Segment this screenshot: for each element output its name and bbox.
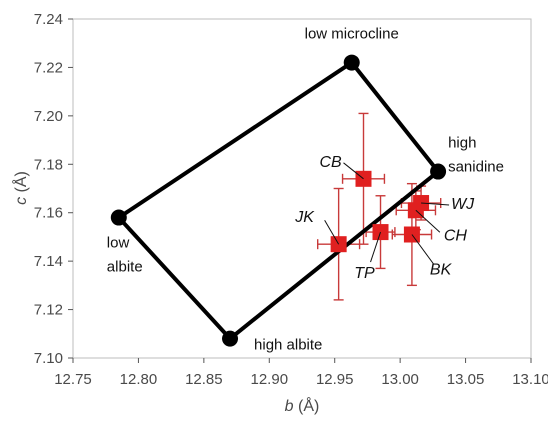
leader-line-CB	[343, 162, 364, 180]
x-tick-label-4: 12.95	[316, 371, 354, 388]
x-tick-label-2: 12.85	[185, 371, 223, 388]
endmember-label-0: low microcline	[305, 26, 399, 43]
endmember-label-3: low albite	[107, 235, 143, 276]
leader-line-JK	[324, 219, 340, 245]
sample-label-CB: CB	[320, 154, 343, 171]
y-tick-label-7: 7.24	[34, 11, 63, 28]
y-tick-label-5: 7.20	[34, 108, 63, 125]
x-tick-label-7: 13.10	[512, 371, 548, 388]
leader-line-TP	[370, 231, 381, 263]
endmember-dot-2	[222, 330, 239, 347]
endmember-label-line: sanidine	[448, 159, 504, 176]
endmember-dot-1	[430, 163, 447, 180]
x-tick-label-6: 13.05	[447, 371, 485, 388]
x-axis-label: b (Å)	[285, 396, 320, 415]
y-tick-label-2: 7.14	[34, 253, 63, 270]
leader-line-BK	[411, 234, 435, 265]
y-axis-label: c (Å)	[11, 171, 30, 205]
endmember-dot-3	[110, 209, 127, 226]
sample-label-WJ: WJ	[451, 196, 475, 213]
leader-line-CH	[415, 209, 441, 233]
endmember-dot-0	[343, 54, 360, 71]
endmember-label-line: low microcline	[305, 26, 399, 43]
endmember-label-line: low	[107, 235, 130, 252]
x-axis-unit: (Å)	[294, 396, 320, 415]
x-tick-label-3: 12.90	[251, 371, 289, 388]
endmember-label-line: albite	[107, 259, 143, 276]
axis-ticks: 12.75 12.80 12.85 12.90 12.95 13.00 13.05 13.10…	[34, 11, 548, 388]
y-tick-label-3: 7.16	[34, 205, 63, 222]
y-tick-label-6: 7.22	[34, 59, 63, 76]
x-tick-label-5: 13.00	[381, 371, 419, 388]
y-tick-label-0: 7.10	[34, 350, 63, 367]
x-tick-label-1: 12.80	[120, 371, 158, 388]
endmember-label-2: high albite	[254, 337, 322, 354]
plot-frame	[72, 18, 532, 359]
x-tick-label-0: 12.75	[54, 371, 92, 388]
feldspar-quadrilateral	[110, 54, 447, 347]
sample-label-TP: TP	[354, 265, 375, 282]
sample-label-JK: JK	[294, 209, 315, 226]
y-tick-label-4: 7.18	[34, 156, 63, 173]
y-tick-label-1: 7.12	[34, 302, 63, 319]
point-labels: low microcline high sanidine high albite low…	[107, 26, 504, 354]
leader-line-WJ	[421, 202, 450, 206]
x-axis-symbol: b	[285, 398, 294, 415]
sample-label-CH: CH	[444, 227, 468, 244]
y-axis-unit: (Å)	[11, 171, 30, 197]
endmember-label-line: high	[448, 135, 476, 152]
sample-label-BK: BK	[430, 262, 453, 279]
y-axis-symbol: c	[13, 197, 30, 205]
endmember-label-line: high albite	[254, 337, 322, 354]
endmember-label-1: high sanidine	[448, 135, 504, 176]
